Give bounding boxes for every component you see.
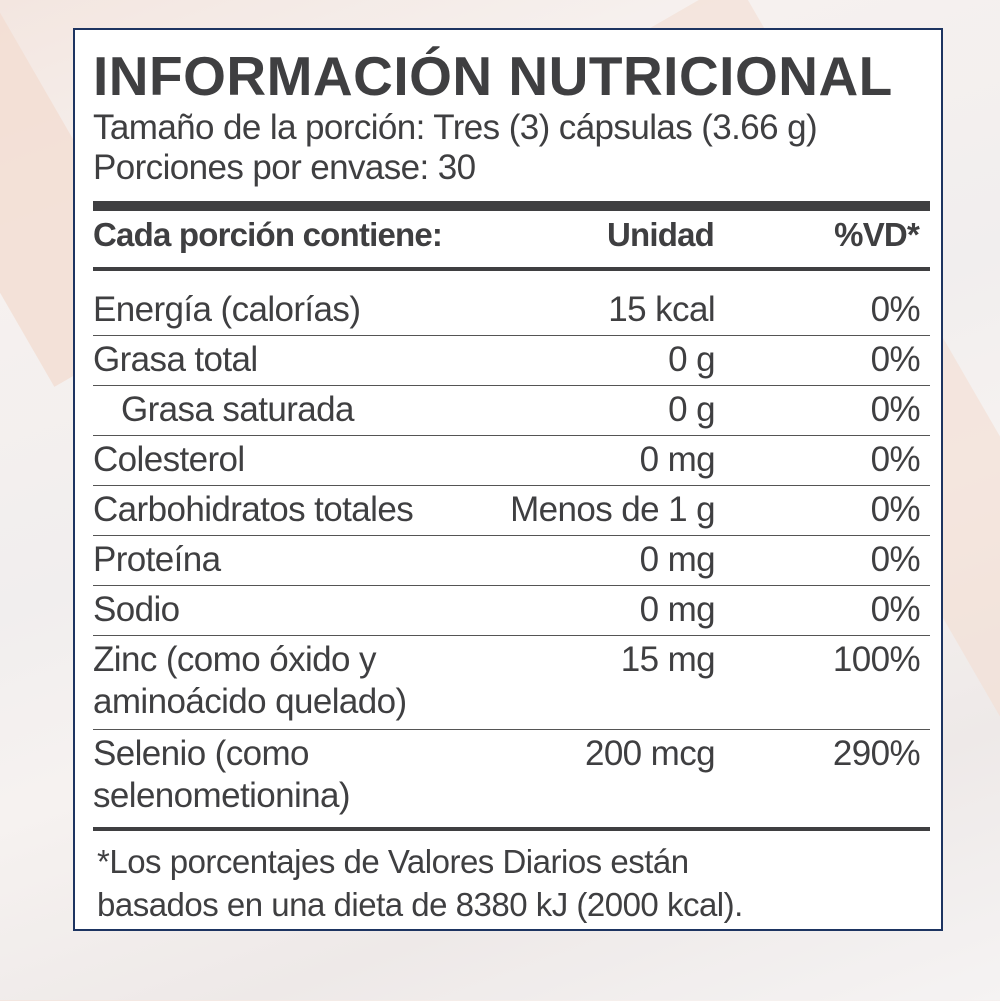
nutrient-name-line: aminoácido quelado) — [93, 682, 407, 721]
table-row: Selenio (como selenometionina) 200 mcg 29… — [93, 730, 930, 826]
table-row: Sodio 0 mg 0% — [93, 586, 930, 636]
nutrient-dv: 0% — [870, 540, 921, 579]
nutrient-name-line: selenometionina) — [93, 776, 351, 815]
nutrition-facts-panel: INFORMACIÓN NUTRICIONAL Tamaño de la por… — [73, 28, 943, 931]
table-header: Cada porción contiene: Unidad %VD* — [93, 213, 920, 257]
thick-divider — [93, 201, 930, 211]
nutrient-dv: 0% — [870, 340, 921, 379]
nutrient-amount: 0 mg — [639, 540, 716, 579]
table-row: Colesterol 0 mg 0% — [93, 436, 930, 486]
nutrient-amount: 0 g — [668, 390, 715, 429]
nutrient-name: Sodio — [93, 590, 180, 629]
table-row: Grasa saturada 0 g 0% — [93, 386, 930, 436]
nutrient-amount: 0 g — [668, 340, 715, 379]
nutrient-name: Colesterol — [93, 440, 245, 479]
nutrient-amount: 0 mg — [639, 440, 716, 479]
nutrient-dv: 290% — [832, 734, 921, 773]
table-row: Grasa total 0 g 0% — [93, 336, 930, 386]
nutrient-dv: 0% — [870, 440, 921, 479]
nutrient-name: Proteína — [93, 540, 221, 579]
footnote: *Los porcentajes de Valores Diarios está… — [97, 840, 743, 926]
nutrient-name: Zinc (como óxido y aminoácido quelado) — [93, 639, 590, 729]
nutrient-dv: 0% — [870, 490, 921, 529]
footnote-line: basados en una dieta de 8380 kJ (2000 kc… — [97, 886, 743, 923]
nutrient-name-line: Zinc (como óxido y — [93, 640, 377, 679]
nutrient-name-line: Selenio (como — [93, 734, 310, 773]
nutrient-dv: 100% — [832, 640, 921, 679]
nutrient-dv: 0% — [870, 590, 921, 629]
nutrient-amount: Menos de 1 g — [510, 490, 715, 529]
header-label: Cada porción contiene: — [93, 216, 443, 253]
header-unit: Unidad — [606, 216, 715, 253]
header-divider — [93, 267, 930, 271]
serving-size: Tamaño de la porción: Tres (3) cápsulas … — [93, 108, 818, 147]
table-row: Proteína 0 mg 0% — [93, 536, 930, 586]
header-dv: %VD* — [834, 216, 920, 253]
table-row: Energía (calorías) 15 kcal 0% — [93, 270, 930, 336]
nutrient-amount: 15 mg — [620, 640, 716, 679]
nutrient-name: Grasa saturada — [121, 390, 354, 429]
nutrient-amount: 0 mg — [639, 590, 716, 629]
table-row: Zinc (como óxido y aminoácido quelado) 15… — [93, 636, 930, 730]
nutrient-name: Selenio (como selenometionina) — [93, 733, 590, 826]
footer-divider — [93, 827, 930, 831]
nutrient-name: Grasa total — [93, 340, 258, 379]
servings-per-container: Porciones por envase: 30 — [93, 148, 476, 187]
panel-title: INFORMACIÓN NUTRICIONAL — [93, 45, 893, 107]
nutrient-amount: 200 mcg — [584, 734, 716, 773]
nutrient-amount: 15 kcal — [608, 290, 715, 329]
nutrient-dv: 0% — [870, 390, 921, 429]
table-row: Carbohidratos totales Menos de 1 g 0% — [93, 486, 930, 536]
nutrient-dv: 0% — [870, 290, 921, 329]
nutrient-name: Energía (calorías) — [93, 290, 361, 329]
nutrient-name: Carbohidratos totales — [93, 490, 414, 529]
footnote-line: *Los porcentajes de Valores Diarios está… — [97, 843, 689, 880]
